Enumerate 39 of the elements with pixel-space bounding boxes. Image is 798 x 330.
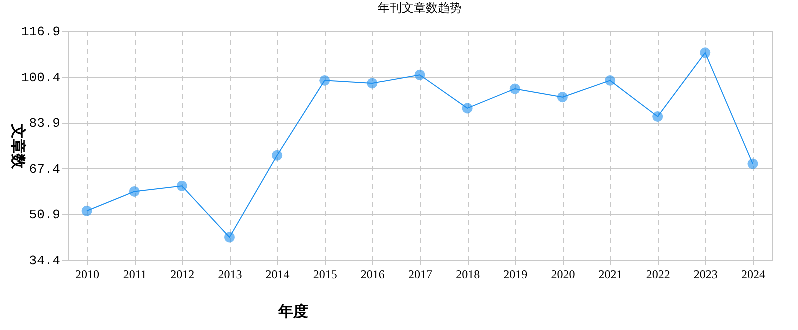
x-tick-label: 2014 — [266, 268, 290, 282]
y-tick-label: 50.9 — [29, 208, 60, 223]
x-tick-label: 2019 — [504, 268, 528, 282]
x-tick-label: 2023 — [694, 268, 718, 282]
point — [176, 180, 188, 192]
y-axis-title: 文章数 — [10, 123, 28, 170]
point — [129, 186, 140, 197]
x-tick-label: 2010 — [76, 268, 100, 282]
x-tick-label: 2020 — [551, 268, 576, 282]
point — [462, 103, 473, 114]
chart-title: 年刊文章数趋势 — [378, 1, 462, 15]
point — [510, 84, 520, 94]
point — [414, 70, 426, 80]
x-tick-label: 2013 — [218, 268, 242, 282]
y-tick-label: 34.4 — [29, 254, 61, 268]
x-tick-label: 2022 — [646, 268, 670, 282]
y-tick-label: 100.4 — [21, 70, 61, 86]
point — [82, 206, 92, 216]
point — [557, 92, 568, 103]
y-tick-label: 67.4 — [29, 162, 61, 177]
y-tick-label: 83.9 — [29, 116, 60, 132]
x-tick-label: 2012 — [170, 268, 195, 282]
point — [700, 48, 711, 58]
x-tick-label: 2011 — [123, 268, 147, 282]
point — [320, 75, 330, 86]
point — [605, 75, 616, 86]
point — [367, 78, 378, 89]
x-tick-label: 2021 — [598, 268, 623, 282]
x-tick-label: 2015 — [313, 268, 338, 282]
point — [652, 112, 664, 122]
point — [748, 158, 758, 170]
x-tick-label: 2018 — [456, 268, 480, 282]
x-tick-label: 2017 — [408, 268, 432, 282]
x-axis-title: 年度 — [278, 302, 308, 320]
x-tick-label: 2024 — [741, 268, 766, 282]
x-tick-label: 2016 — [360, 268, 385, 282]
y-tick-label: 116.9 — [21, 24, 60, 40]
point — [272, 150, 283, 161]
point — [224, 232, 235, 243]
